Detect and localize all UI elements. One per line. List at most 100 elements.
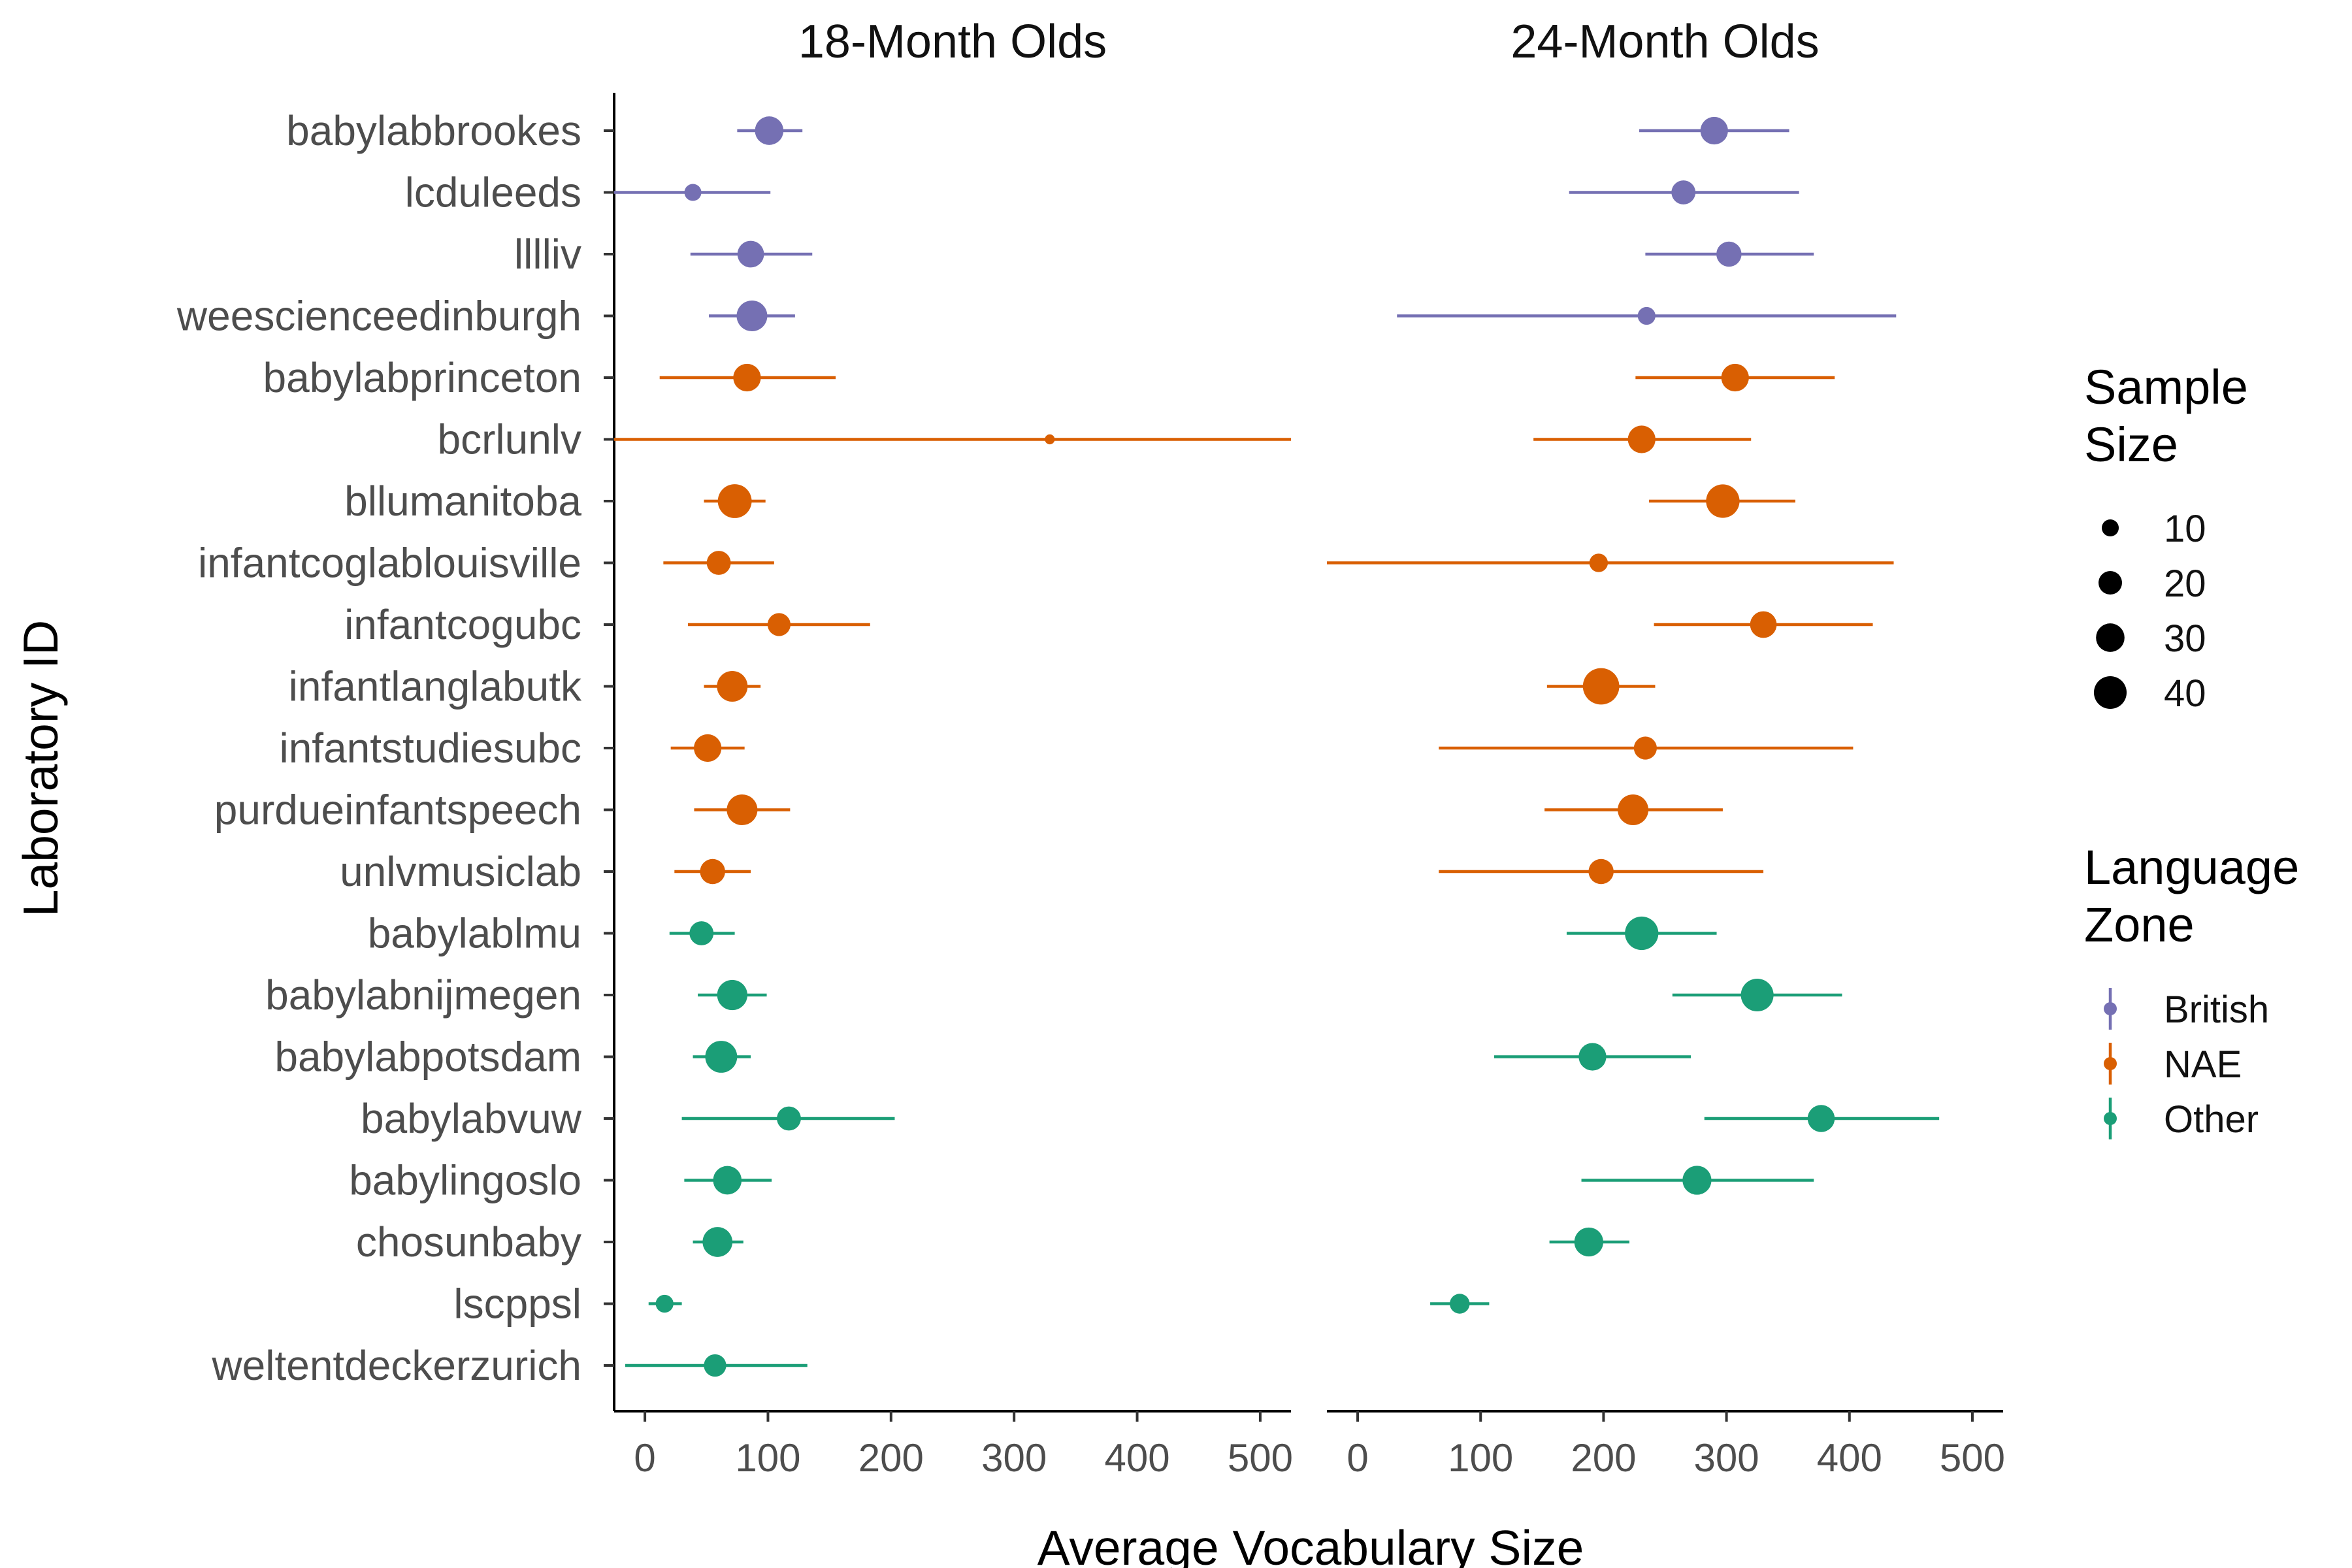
point-unlvmusiclab xyxy=(700,858,725,885)
lab-label: babylablmu xyxy=(368,910,581,957)
lab-label: babylabpotsdam xyxy=(274,1034,581,1081)
point-unlvmusiclab xyxy=(1588,858,1614,885)
x-tick-label: 400 xyxy=(1817,1436,1882,1480)
lab-label: bllumanitoba xyxy=(344,478,581,525)
panel-2: 24-Month Olds 0 100 200 300 400 500 xyxy=(1327,16,2005,1480)
point-infantcogubc xyxy=(1750,611,1777,638)
size-legend-title: Sample xyxy=(2084,360,2248,414)
point-bcrlunlv xyxy=(1045,434,1055,445)
point-lllliv xyxy=(1716,241,1742,267)
point-lscppsl xyxy=(1450,1294,1470,1314)
point-chosunbaby xyxy=(1574,1227,1603,1257)
size-legend-key xyxy=(2093,676,2127,710)
point-infantcoglablouisville xyxy=(1589,553,1609,572)
point-lcduleeds xyxy=(684,184,702,201)
point-lscppsl xyxy=(655,1294,674,1313)
point-chosunbaby xyxy=(702,1227,733,1257)
zone-legend-title: Language xyxy=(2084,840,2299,894)
zone-legend-label: NAE xyxy=(2164,1043,2242,1086)
size-legend-label: 30 xyxy=(2164,617,2206,660)
x-tick-label: 400 xyxy=(1104,1436,1169,1480)
lab-label: weescienceedinburgh xyxy=(176,293,581,340)
lab-label: babylabbrookes xyxy=(286,107,581,154)
point-infantstudiesubc xyxy=(694,734,722,762)
lab-label: infantstudiesubc xyxy=(279,725,581,772)
x-tick-label: 0 xyxy=(1347,1436,1368,1480)
size-legend-key xyxy=(2096,623,2125,652)
lab-label: lscppsl xyxy=(453,1281,581,1328)
lab-label: infantlanglabutk xyxy=(289,663,582,710)
point-babylabvuw xyxy=(777,1106,801,1131)
x-tick-label: 100 xyxy=(1448,1436,1513,1480)
point-babylabprinceton xyxy=(733,363,761,392)
lab-label: purdueinfantspeech xyxy=(214,787,581,834)
lab-label: weltentdeckerzurich xyxy=(211,1342,581,1389)
lab-label: lllliv xyxy=(514,231,581,278)
x-tick-label: 300 xyxy=(981,1436,1047,1480)
point-weescienceedinburgh xyxy=(736,301,768,331)
point-lllliv xyxy=(737,240,764,268)
zone-legend-label: Other xyxy=(2164,1098,2259,1141)
lab-label: babylabvuw xyxy=(361,1095,582,1142)
size-legend-title: Size xyxy=(2084,417,2178,472)
point-infantlanglabutk xyxy=(1582,668,1620,705)
panel-title: 24-Month Olds xyxy=(1511,16,1819,68)
x-tick-label: 200 xyxy=(1571,1436,1636,1480)
x-tick-label: 0 xyxy=(634,1436,655,1480)
size-legend-label: 20 xyxy=(2164,563,2206,605)
x-axis-title: Average Vocabulary Size xyxy=(1037,1520,1584,1568)
zone-legend-key-dot xyxy=(2104,1112,2117,1125)
point-bcrlunlv xyxy=(1627,425,1656,453)
point-weltentdeckerzurich xyxy=(704,1354,727,1377)
lab-labels-layer: babylabbrookes lcduleeds lllliv weesciencee… xyxy=(176,107,582,1389)
point-babylabpotsdam xyxy=(1578,1043,1607,1071)
size-legend-key xyxy=(2099,571,2122,595)
point-babylabprinceton xyxy=(1721,363,1749,392)
point-lcduleeds xyxy=(1671,180,1696,204)
point-babylabvuw xyxy=(1807,1105,1835,1132)
panel-title: 18-Month Olds xyxy=(798,16,1107,68)
x-tick-label: 200 xyxy=(858,1436,924,1480)
size-legend-label: 40 xyxy=(2164,672,2206,715)
size-legend-label: 10 xyxy=(2164,508,2206,550)
point-bllumanitoba xyxy=(1706,484,1740,518)
point-infantstudiesubc xyxy=(1633,736,1657,760)
lab-label: infantcogubc xyxy=(344,601,581,648)
point-babylablmu xyxy=(1625,916,1659,951)
panel-1: 18-Month Olds 0 100 200 300 400 500 xyxy=(604,16,1293,1480)
zone-legend-title: Zone xyxy=(2084,898,2195,952)
point-weescienceedinburgh xyxy=(1637,306,1656,325)
point-infantcoglablouisville xyxy=(706,551,731,575)
x-tick-label: 300 xyxy=(1694,1436,1759,1480)
lab-label: unlvmusiclab xyxy=(340,848,581,895)
point-babylabbrookes xyxy=(755,116,784,145)
point-infantlanglabutk xyxy=(717,671,748,702)
point-purdueinfantspeech xyxy=(727,794,758,825)
point-babylablmu xyxy=(689,921,714,945)
x-tick-label: 500 xyxy=(1940,1436,2005,1480)
y-axis-title: Laboratory ID xyxy=(13,620,68,917)
point-bllumanitoba xyxy=(717,484,752,518)
point-babylabpotsdam xyxy=(705,1041,738,1073)
lab-label: infantcoglablouisville xyxy=(198,540,581,587)
point-purdueinfantspeech xyxy=(1618,794,1649,825)
lab-label: chosunbaby xyxy=(356,1218,581,1266)
zone-legend-label: British xyxy=(2164,988,2269,1031)
lab-label: lcduleeds xyxy=(405,169,581,216)
lab-label: babylabnijmegen xyxy=(265,972,581,1019)
x-tick-label: 100 xyxy=(735,1436,800,1480)
point-infantcogubc xyxy=(767,613,791,636)
lab-label: bcrlunlv xyxy=(437,416,581,463)
point-babylabnijmegen xyxy=(717,979,747,1011)
lab-label: babylabprinceton xyxy=(263,354,581,401)
point-babylingoslo xyxy=(713,1166,742,1195)
lab-label: babylingoslo xyxy=(349,1157,581,1204)
size-legend-key xyxy=(2101,519,2119,537)
x-tick-label: 500 xyxy=(1228,1436,1293,1480)
point-babylabbrookes xyxy=(1700,116,1728,145)
point-babylabnijmegen xyxy=(1740,978,1774,1012)
zone-legend-key-dot xyxy=(2104,1002,2117,1015)
